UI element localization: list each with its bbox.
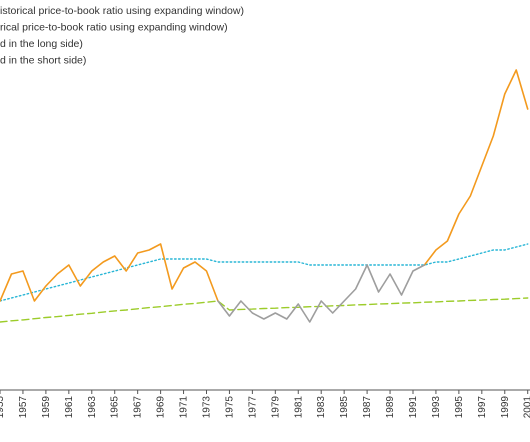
- x-tick-label: 1981: [293, 396, 304, 419]
- x-tick-label: 1995: [454, 396, 465, 419]
- x-tick-label: 1997: [477, 396, 488, 419]
- series-line: [217, 264, 426, 323]
- x-tick-label: 1963: [87, 396, 98, 419]
- x-tick-label: 1955: [0, 396, 6, 419]
- x-tick-label: 1989: [385, 396, 396, 419]
- x-tick-label: 1975: [224, 396, 235, 419]
- x-tick-label: 1967: [133, 396, 144, 419]
- x-tick-label: 1965: [110, 396, 121, 419]
- series-line: [0, 69, 529, 302]
- x-tick-label: 1973: [201, 396, 212, 419]
- x-tick-label: 1991: [408, 396, 419, 419]
- legend-label: d in the long side): [0, 38, 83, 50]
- legend-label: istorical price-to-book ratio using expa…: [0, 5, 244, 17]
- x-tick-label: 2001: [523, 396, 530, 419]
- x-tick-label: 1987: [362, 396, 373, 419]
- x-tick-label: 1971: [179, 396, 190, 419]
- x-tick-label: 1983: [316, 396, 327, 419]
- x-tick-label: 1969: [156, 396, 167, 419]
- x-tick-label: 1993: [431, 396, 442, 419]
- legend-label: rical price-to-book ratio using expandin…: [0, 22, 228, 34]
- series-line: [0, 297, 529, 323]
- series-line: [0, 243, 529, 302]
- x-tick-label: 1985: [339, 396, 350, 419]
- x-tick-label: 1959: [41, 396, 52, 419]
- x-tick-label: 1979: [270, 396, 281, 419]
- x-tick-label: 1957: [18, 396, 29, 419]
- legend-label: d in the short side): [0, 55, 86, 67]
- x-tick-label: 1961: [64, 396, 75, 419]
- x-tick-label: 1999: [500, 396, 511, 419]
- x-tick-label: 1977: [247, 396, 258, 419]
